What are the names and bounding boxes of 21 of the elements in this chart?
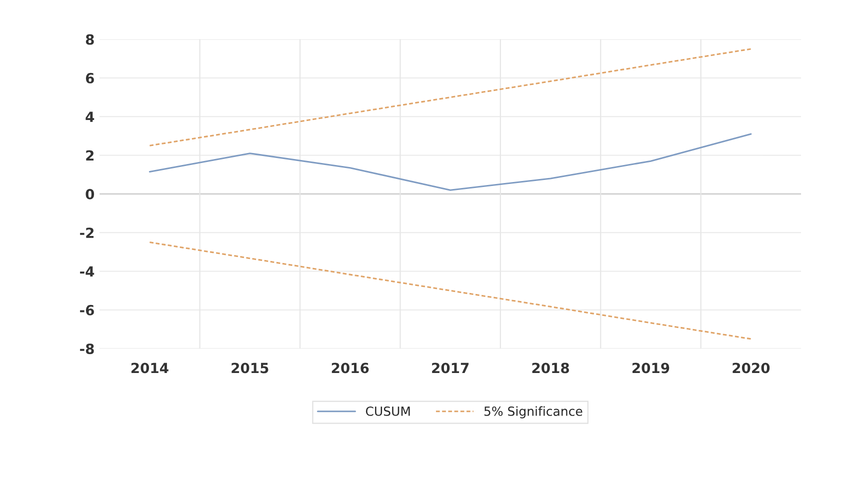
y-tick-label: 8 [86,34,94,45]
y-tick-label: -6 [80,304,94,316]
line-series [148,48,752,146]
y-tick-label: 2 [86,150,94,161]
y-tick-label: -2 [80,228,94,238]
y-tick-label: 6 [86,72,94,84]
x-tick-label: 2018 [532,362,569,374]
legend-label: 5% Significance [484,406,582,418]
x-tick-label: 2015 [232,362,268,374]
x-tick-label: 2020 [732,362,770,374]
x-tick-label: 2014 [131,362,168,374]
y-tick-label: -8 [80,344,94,354]
x-tick-label: 2017 [432,362,469,374]
line-series [148,242,752,340]
line-series [148,133,752,191]
y-tick-label: 0 [86,188,94,200]
x-tick-label: 2019 [632,362,670,374]
y-tick-label: -4 [80,266,94,277]
legend-label: CUSUM [366,406,410,416]
y-tick-label: 4 [86,112,94,122]
x-tick-label: 2016 [332,362,369,374]
